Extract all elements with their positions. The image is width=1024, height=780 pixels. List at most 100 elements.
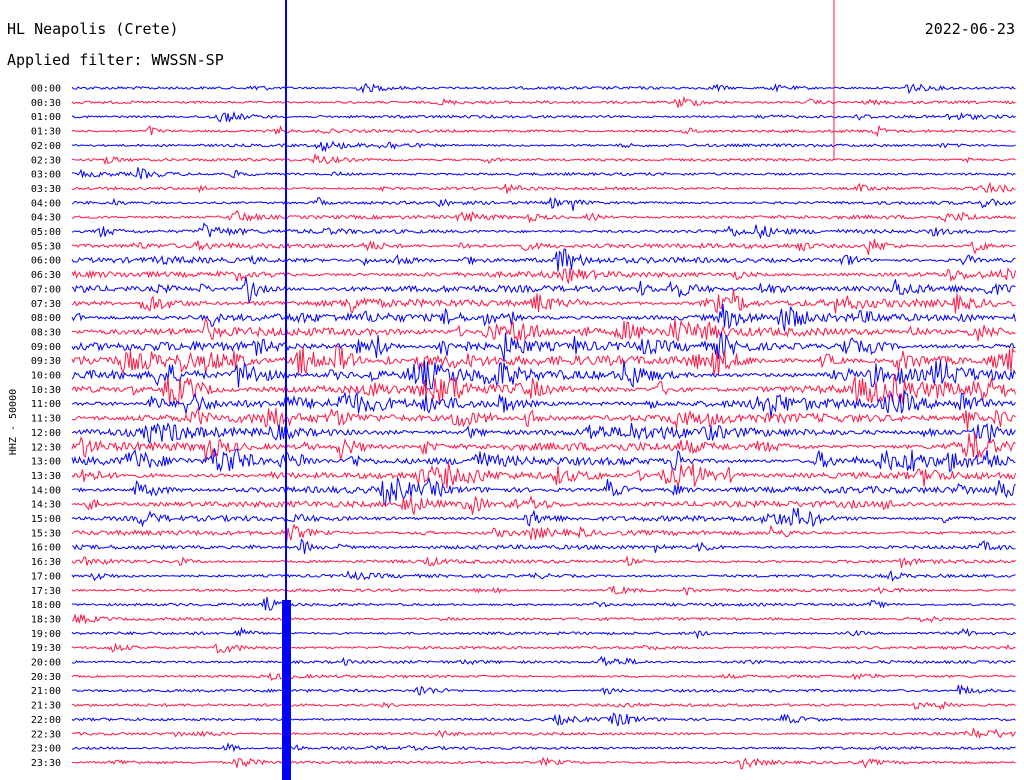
channel-axis-label: HHZ - 50000	[8, 389, 19, 455]
row-time-label: 23:00	[31, 744, 61, 755]
row-time-label: 11:00	[31, 399, 61, 410]
trace-row-1300	[71, 448, 1016, 473]
row-time-label: 23:30	[31, 758, 61, 769]
trace-row-1430	[71, 494, 1016, 516]
trace-row-2230	[71, 728, 1016, 740]
row-time-label: 03:30	[31, 184, 61, 195]
tick-label-group: 00:00 00:30 01:00 01:30 02:00 02:30 03:00 03:30…	[31, 84, 61, 769]
row-time-label: 14:30	[31, 500, 61, 511]
trace-row-0730	[71, 289, 1016, 314]
trace-row-1500	[71, 507, 1016, 528]
trace-row-1530	[71, 523, 1016, 544]
trace-row-0300	[71, 167, 1016, 180]
row-time-label: 13:30	[31, 471, 61, 482]
row-time-label: 16:30	[31, 557, 61, 568]
row-time-label: 00:30	[31, 98, 61, 109]
trace-row-0530	[71, 238, 1016, 255]
trace-row-1000	[71, 360, 1016, 390]
row-time-label: 10:00	[31, 371, 61, 382]
row-time-label: 05:00	[31, 227, 61, 238]
trace-row-1730	[71, 585, 1016, 596]
trace-row-2130	[72, 700, 1016, 711]
trace-row-1900	[71, 626, 1016, 640]
row-time-label: 14:00	[31, 485, 61, 496]
trace-row-1230	[71, 432, 1016, 461]
trace-row-0130	[71, 124, 1016, 138]
trace-row-1200	[71, 422, 1016, 445]
row-time-label: 17:30	[31, 586, 61, 597]
row-time-label: 07:30	[31, 299, 61, 310]
row-time-label: 10:30	[31, 385, 61, 396]
row-time-label: 12:00	[31, 428, 61, 439]
trace-row-0800	[71, 303, 1016, 332]
row-time-label: 03:00	[31, 170, 61, 181]
row-time-label: 20:00	[31, 658, 61, 669]
trace-row-0000	[71, 82, 1016, 95]
row-time-label: 06:00	[31, 256, 61, 267]
row-time-label: 19:00	[31, 629, 61, 640]
trace-row-1130	[71, 406, 1016, 431]
trace-row-2000	[71, 655, 1016, 667]
row-time-label: 12:30	[31, 442, 61, 453]
trace-row-0630	[71, 266, 1016, 284]
trace-row-0900	[71, 331, 1016, 362]
row-time-label: 18:30	[31, 614, 61, 625]
row-time-label: 15:00	[31, 514, 61, 525]
trace-row-1830	[71, 614, 1016, 625]
row-time-label: 01:00	[31, 112, 61, 123]
row-time-label: 17:00	[31, 571, 61, 582]
row-time-label: 04:30	[31, 213, 61, 224]
row-time-label: 22:30	[31, 729, 61, 740]
trace-row-0930	[71, 345, 1016, 376]
row-time-label: 06:30	[31, 270, 61, 281]
trace-row-1330	[71, 462, 1016, 489]
row-time-label: 19:30	[31, 643, 61, 654]
trace-row-1930	[71, 642, 1016, 654]
trace-row-0230	[71, 152, 1016, 166]
trace-row-0500	[71, 222, 1016, 240]
trace-row-0200	[71, 140, 1016, 153]
row-time-label: 02:00	[31, 141, 61, 152]
trace-row-2200	[71, 712, 1016, 727]
row-time-label: 02:30	[31, 155, 61, 166]
trace-row-2330	[71, 756, 1016, 770]
trace-row-1400	[71, 476, 1016, 506]
row-time-label: 00:00	[31, 84, 61, 95]
row-time-label: 08:30	[31, 327, 61, 338]
row-time-label: 16:00	[31, 543, 61, 554]
row-time-label: 04:00	[31, 198, 61, 209]
trace-row-1630	[71, 555, 1016, 569]
station-title: HL Neapolis (Crete)	[7, 20, 179, 38]
trace-row-0030	[71, 95, 1016, 108]
trace-row-2030	[71, 671, 1016, 681]
row-time-label: 20:30	[31, 672, 61, 683]
row-time-label: 09:00	[31, 342, 61, 353]
row-time-label: 01:30	[31, 127, 61, 138]
trace-row-0830	[72, 317, 1016, 343]
row-time-label: 21:30	[31, 701, 61, 712]
trace-row-1700	[71, 569, 1016, 582]
trace-row-1030	[71, 373, 1016, 406]
trace-row-2300	[71, 742, 1016, 753]
row-time-label: 08:00	[31, 313, 61, 324]
event-marker-band-blue	[282, 600, 291, 780]
row-time-label: 09:30	[31, 356, 61, 367]
trace-row-0700	[71, 276, 1016, 304]
row-time-label: 18:00	[31, 600, 61, 611]
trace-row-1800	[71, 596, 1016, 611]
trace-row-1100	[71, 389, 1016, 419]
trace-row-0430	[71, 209, 1016, 224]
filter-label: Applied filter: WWSSN-SP	[7, 51, 224, 69]
trace-row-0400	[71, 197, 1016, 211]
row-time-label: 13:00	[31, 457, 61, 468]
row-time-label: 22:00	[31, 715, 61, 726]
trace-row-0330	[71, 181, 1016, 194]
trace-row-0100	[71, 110, 1016, 123]
row-time-label: 05:30	[31, 241, 61, 252]
row-time-label: 21:00	[31, 686, 61, 697]
row-time-label: 07:00	[31, 284, 61, 295]
row-time-label: 11:30	[31, 414, 61, 425]
trace-row-2100	[71, 684, 1016, 696]
trace-row-0600	[71, 248, 1016, 272]
